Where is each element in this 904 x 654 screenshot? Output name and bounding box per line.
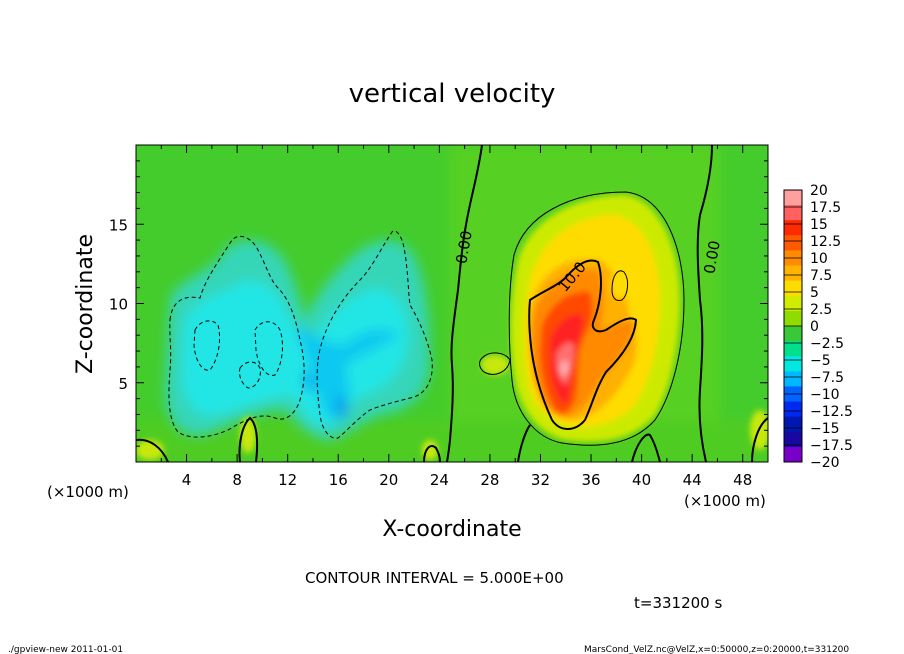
zero-contour-left bbox=[446, 145, 483, 462]
contour-interval-text: CONTOUR INTERVAL = 5.000E+00 bbox=[305, 569, 564, 587]
y-axis: 5 10 15 bbox=[109, 144, 768, 447]
colorbar-swatch bbox=[784, 356, 802, 372]
x-tick-label: 12 bbox=[278, 471, 297, 489]
contour-minus-5-inner-2 bbox=[254, 321, 283, 376]
colorbar-label: 17.5 bbox=[810, 200, 841, 216]
colorbar-swatch bbox=[784, 371, 802, 387]
y-tick-label: 10 bbox=[109, 296, 128, 314]
contour-5 bbox=[508, 191, 685, 446]
contour-label-0-left: 0.00 bbox=[452, 229, 476, 265]
zero-contours bbox=[136, 145, 768, 462]
negative-contours bbox=[168, 230, 433, 439]
colorbar-swatch bbox=[784, 326, 802, 342]
contour-5-small bbox=[479, 352, 511, 375]
zero-contour-right bbox=[696, 145, 713, 462]
colorbar: 2017.51512.5107.552.50−2.5−5−7.5−10−12.5… bbox=[783, 183, 853, 471]
colorbar-label: 10 bbox=[810, 251, 828, 267]
colorbar-label: 20 bbox=[810, 183, 828, 199]
x-tick-label: 40 bbox=[632, 471, 651, 489]
colorbar-label: 12.5 bbox=[810, 234, 841, 250]
colorbar-label: −2.5 bbox=[810, 336, 844, 352]
contour-minus-5-right bbox=[316, 230, 433, 439]
zero-contour-bump-2 bbox=[423, 444, 441, 462]
plot-area: 0.00 10.0 0.00 bbox=[136, 145, 768, 462]
chart-title: vertical velocity bbox=[349, 79, 556, 109]
colorbar-label: 0 bbox=[810, 319, 819, 335]
colorbar-label: 7.5 bbox=[810, 268, 832, 284]
colorbar-swatch bbox=[784, 416, 802, 433]
colorbar-label: 15 bbox=[810, 217, 828, 233]
colorbar-label: 5 bbox=[810, 285, 819, 301]
zero-contour-bump-3 bbox=[517, 424, 531, 462]
x-axis: 4 8 12 16 20 24 28 32 36 40 44 48 bbox=[135, 145, 769, 489]
x-axis-label: X-coordinate bbox=[382, 517, 521, 542]
colorbar-swatch bbox=[784, 401, 802, 418]
colorbar-label: −20 bbox=[810, 455, 840, 471]
x-tick-label: 44 bbox=[683, 471, 702, 489]
colorbar-swatch bbox=[784, 220, 802, 236]
x-tick-label: 8 bbox=[232, 471, 242, 489]
zero-contour-bump-4 bbox=[631, 433, 661, 462]
positive-contours bbox=[479, 191, 685, 446]
footer-right: MarsCond_VelZ.nc@VelZ,x=0:50000,z=0:2000… bbox=[584, 645, 849, 654]
contour-minus-5-left bbox=[168, 235, 305, 438]
zero-contour-bump-1 bbox=[238, 416, 259, 462]
time-text: t=331200 s bbox=[634, 594, 722, 612]
colorbar-swatch bbox=[784, 190, 802, 206]
contour-10 bbox=[528, 259, 638, 430]
x-tick-label: 20 bbox=[379, 471, 398, 489]
colorbar-label: −5 bbox=[810, 353, 831, 369]
footer-left: ./gpview-new 2011-01-01 bbox=[8, 645, 123, 654]
y-tick-label: 5 bbox=[118, 375, 128, 393]
colorbar-swatch bbox=[784, 280, 802, 297]
y-axis-label: Z-coordinate bbox=[73, 234, 98, 374]
colorbar-label: −10 bbox=[810, 387, 840, 403]
colorbar-label: −17.5 bbox=[810, 438, 853, 454]
contour-5-hole bbox=[611, 270, 629, 301]
x-tick-label: 36 bbox=[581, 471, 600, 489]
x-tick-label: 28 bbox=[480, 471, 499, 489]
x-tick-label: 48 bbox=[733, 471, 752, 489]
x-tick-label: 16 bbox=[329, 471, 348, 489]
contour-minus-5-inner-1 bbox=[193, 320, 221, 371]
x-unit-label-left: (×1000 m) bbox=[47, 483, 129, 501]
colorbar-swatch bbox=[784, 431, 802, 448]
zero-contour-bump-5 bbox=[751, 417, 768, 462]
colorbar-swatch bbox=[784, 446, 802, 463]
x-unit-label-right: (×1000 m) bbox=[684, 492, 766, 510]
x-tick-label: 24 bbox=[430, 471, 449, 489]
colorbar-label: 2.5 bbox=[810, 302, 832, 318]
colorbar-label: −15 bbox=[810, 421, 840, 437]
colorbar-swatch bbox=[784, 295, 802, 312]
zero-contour-bottom-left bbox=[136, 438, 169, 462]
contour-label-0-right: 0.00 bbox=[700, 239, 724, 275]
contour-minus-5-inner-3 bbox=[239, 361, 261, 389]
colorbar-swatch bbox=[784, 205, 802, 221]
colorbar-swatch bbox=[784, 341, 802, 357]
colorbar-swatch bbox=[784, 310, 802, 327]
colorbar-swatch bbox=[784, 235, 802, 251]
y-tick-label: 15 bbox=[109, 216, 128, 234]
colorbar-swatch bbox=[784, 265, 802, 282]
colorbar-label: −7.5 bbox=[810, 370, 844, 386]
x-tick-label: 4 bbox=[182, 471, 192, 489]
x-tick-label: 32 bbox=[531, 471, 550, 489]
colorbar-label: −12.5 bbox=[810, 404, 853, 420]
downdraft-region bbox=[165, 240, 430, 440]
